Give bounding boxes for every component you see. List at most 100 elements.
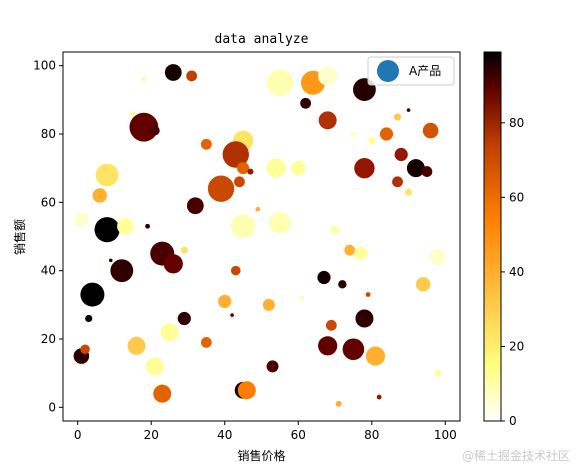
x-tick-label: 0 [74,428,82,442]
scatter-point [300,97,312,109]
scatter-point [365,346,386,366]
colorbar-ticks: 0 20 40 60 80 [501,116,524,428]
scatter-point [376,394,382,400]
scatter-point [379,127,394,141]
scatter-point [330,224,340,235]
scatter-point [127,336,146,355]
scatter-point [153,384,172,403]
scatter-point [108,258,113,263]
scatter-point [85,314,93,323]
scatter-point [434,369,442,377]
x-axis-label: 销售价格 [237,448,285,463]
scatter-point [145,223,150,229]
y-tick-label: 100 [33,59,56,73]
scatter-point [266,69,294,96]
colorbar-tick-label: 40 [509,265,524,279]
scatter-point [317,270,331,285]
scatter-point [130,111,136,116]
scatter-point [393,113,402,121]
colorbar-tick-label: 20 [509,339,524,353]
scatter-point [92,188,107,203]
y-axis-ticks: 0 20 40 60 80 100 [33,59,63,414]
scatter-point [200,337,212,348]
scatter-point [163,254,183,274]
scatter-point [230,265,241,276]
chart-title: data analyze [215,32,309,47]
scatter-point [218,294,232,309]
y-axis-label: 销售额 [12,219,27,255]
y-tick-label: 80 [41,127,56,141]
scatter-point [350,131,357,137]
legend-marker-icon [377,60,399,82]
y-tick-label: 20 [41,332,56,346]
scatter-point [266,158,286,178]
legend-label: A产品 [409,64,441,78]
scatter-point [145,357,164,376]
x-tick-label: 40 [217,428,232,442]
scatter-point [74,212,89,227]
scatter-point [406,159,425,178]
scatter-point [354,246,368,261]
scatter-point [230,313,234,317]
scatter-point [80,344,90,355]
scatter-point [231,214,256,239]
scatter-point [335,400,342,407]
scatter-point [262,298,275,311]
scatter-point [237,162,250,175]
scatter-point [300,296,304,300]
scatter-point [180,246,188,254]
scatter-point [365,292,371,297]
scatter-point [269,212,291,234]
scatter-point [110,259,134,283]
scatter-point [177,311,191,326]
scatter-point [117,217,134,235]
scatter-point [247,168,254,175]
scatter-point [421,166,433,177]
scatter-point [186,70,198,82]
scatter-point [94,217,120,243]
y-tick-label: 60 [41,195,56,209]
scatter-point [164,64,182,81]
y-tick-label: 0 [48,400,56,414]
scatter-point [255,206,261,212]
scatter-point [318,111,337,130]
scatter-point [80,282,105,307]
x-axis-ticks: 0 20 40 60 80 100 [74,421,457,442]
x-tick-label: 80 [364,428,379,442]
scatter-point [394,147,408,162]
watermark-logo: @稀土掘金技术社区 [461,449,570,463]
scatter-point [291,160,306,176]
scatter-point [406,108,411,112]
x-tick-label: 20 [144,428,159,442]
scatter-point [95,163,119,187]
scatter-point [368,137,376,145]
scatter-point [266,360,279,373]
scatter-point [354,157,375,179]
scatter-point [429,248,447,266]
colorbar-tick-label: 60 [509,190,524,204]
scatter-point [186,197,204,215]
scatter-point [150,125,160,136]
scatter-point [160,323,179,342]
scatter-point [422,122,439,139]
scatter-point [129,112,159,142]
scatter-point [338,280,347,289]
scatter-point [207,175,235,202]
scatter-point [325,319,337,331]
scatter-point [355,309,374,328]
scatter-point [344,244,356,256]
scatter-point [392,176,403,188]
legend: A产品 [367,56,455,86]
scatter-point [416,277,431,292]
x-tick-label: 100 [434,428,457,442]
scatter-point [342,338,365,361]
colorbar-tick-label: 80 [509,116,524,130]
scatter-point [200,138,212,150]
points-layer [73,64,447,407]
colorbar-gradient [483,51,502,422]
scatter-point [222,141,249,168]
colorbar-tick-label: 0 [509,414,517,428]
y-tick-label: 40 [41,264,56,278]
scatter-point [237,381,256,400]
